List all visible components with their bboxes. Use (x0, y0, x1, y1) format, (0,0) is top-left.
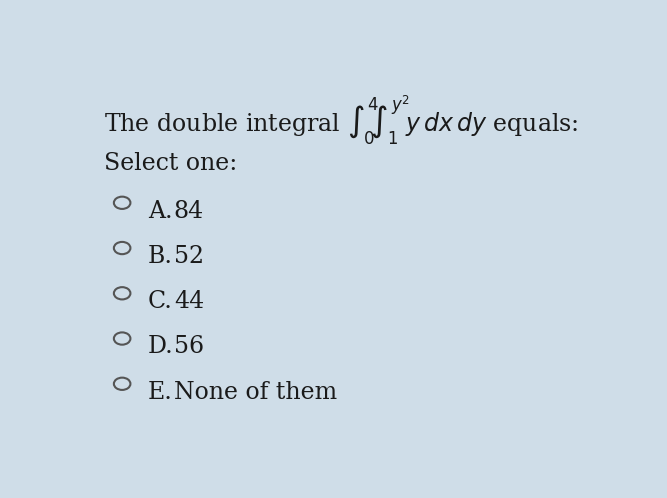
Text: Select one:: Select one: (104, 152, 237, 175)
Text: C.: C. (148, 290, 173, 313)
Text: None of them: None of them (174, 380, 337, 404)
Text: 56: 56 (174, 336, 204, 359)
Text: The double integral $\int_0^4\!\!\int_1^{y^2}\! y\,dx\,dy$ equals:: The double integral $\int_0^4\!\!\int_1^… (104, 94, 578, 148)
Text: 44: 44 (174, 290, 204, 313)
Text: 52: 52 (174, 245, 204, 268)
Text: D.: D. (148, 336, 173, 359)
Text: E.: E. (148, 380, 173, 404)
Text: B.: B. (148, 245, 173, 268)
Text: 84: 84 (174, 200, 204, 223)
Text: A.: A. (148, 200, 173, 223)
